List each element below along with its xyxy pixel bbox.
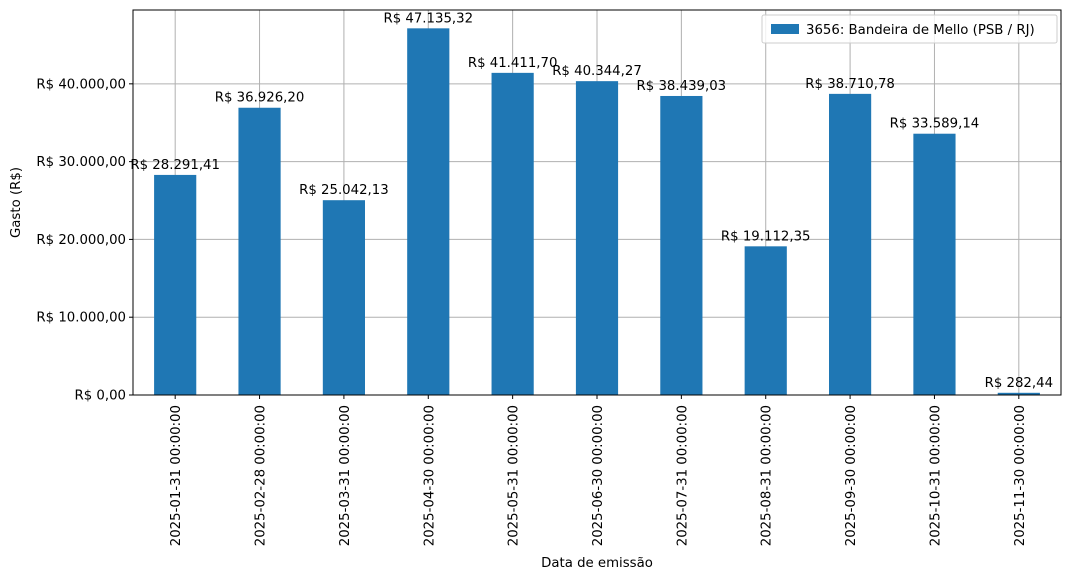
x-tick-label: 2025-09-30 00:00:00 [844,405,859,546]
bar [238,107,281,395]
x-tick-label: 2025-07-31 00:00:00 [675,405,690,546]
x-tick-label: 2025-06-30 00:00:00 [591,405,606,546]
x-tick-label: 2025-03-31 00:00:00 [338,405,353,546]
y-tick-label: R$ 30.000,00 [36,155,126,170]
x-tick-label: 2025-08-31 00:00:00 [760,405,775,546]
bar [829,93,872,395]
bar-value-label: R$ 36.926,20 [215,91,305,106]
bar [154,174,197,395]
y-tick-label: R$ 10.000,00 [36,311,126,326]
bar [575,81,619,395]
bar [660,95,703,395]
bar-value-label: R$ 40.344,27 [552,64,642,79]
x-tick-label: 2025-10-31 00:00:00 [928,405,943,546]
bar-value-label: R$ 47.135,32 [383,11,473,26]
y-tick-label: R$ 20.000,00 [36,233,126,248]
bar-value-label: R$ 33.589,14 [890,117,980,132]
legend-entry-label: 3656: Bandeira de Mello (PSB / RJ) [806,23,1035,38]
x-tick-label: 2025-04-30 00:00:00 [422,405,437,546]
bar-value-label: R$ 41.411,70 [468,56,558,71]
y-tick-label: R$ 0,00 [74,389,126,404]
bar [997,392,1040,395]
bar [322,200,365,395]
bar [407,28,450,395]
bars [154,28,1040,395]
bar-value-label: R$ 19.112,35 [721,229,811,244]
x-tick-label: 2025-01-31 00:00:00 [169,405,184,546]
bar-value-label: R$ 282,44 [985,376,1053,391]
bar-value-label: R$ 28.291,41 [130,158,220,173]
bar [744,246,787,395]
bar-value-label: R$ 38.710,78 [805,77,895,92]
x-tick-label: 2025-02-28 00:00:00 [254,405,269,546]
bar [491,72,534,395]
bar-value-label: R$ 25.042,13 [299,183,389,198]
y-axis-label: Gasto (R$) [9,167,24,238]
x-axis-label: Data de emissão [541,556,653,571]
x-axis-ticks: 2025-01-31 00:00:00 2025-02-28 00:00:00 20… [169,395,1028,546]
x-tick-label: 2025-05-31 00:00:00 [507,405,522,546]
bar [913,133,956,395]
bar-data-labels: R$ 28.291,41 R$ 36.926,20 R$ 25.042,13 R$ 4… [130,11,1053,390]
y-axis-ticks: R$ 0,00 R$ 10.000,00 R$ 20.000,00 R$ 30.000… [36,77,133,404]
y-tick-label: R$ 40.000,00 [36,77,126,92]
legend: 3656: Bandeira de Mello (PSB / RJ) [761,14,1058,44]
legend-box [761,14,1058,44]
x-tick-label: 2025-11-30 00:00:00 [1013,405,1028,546]
bar-value-label: R$ 38.439,03 [637,79,727,94]
legend-swatch [771,24,799,34]
